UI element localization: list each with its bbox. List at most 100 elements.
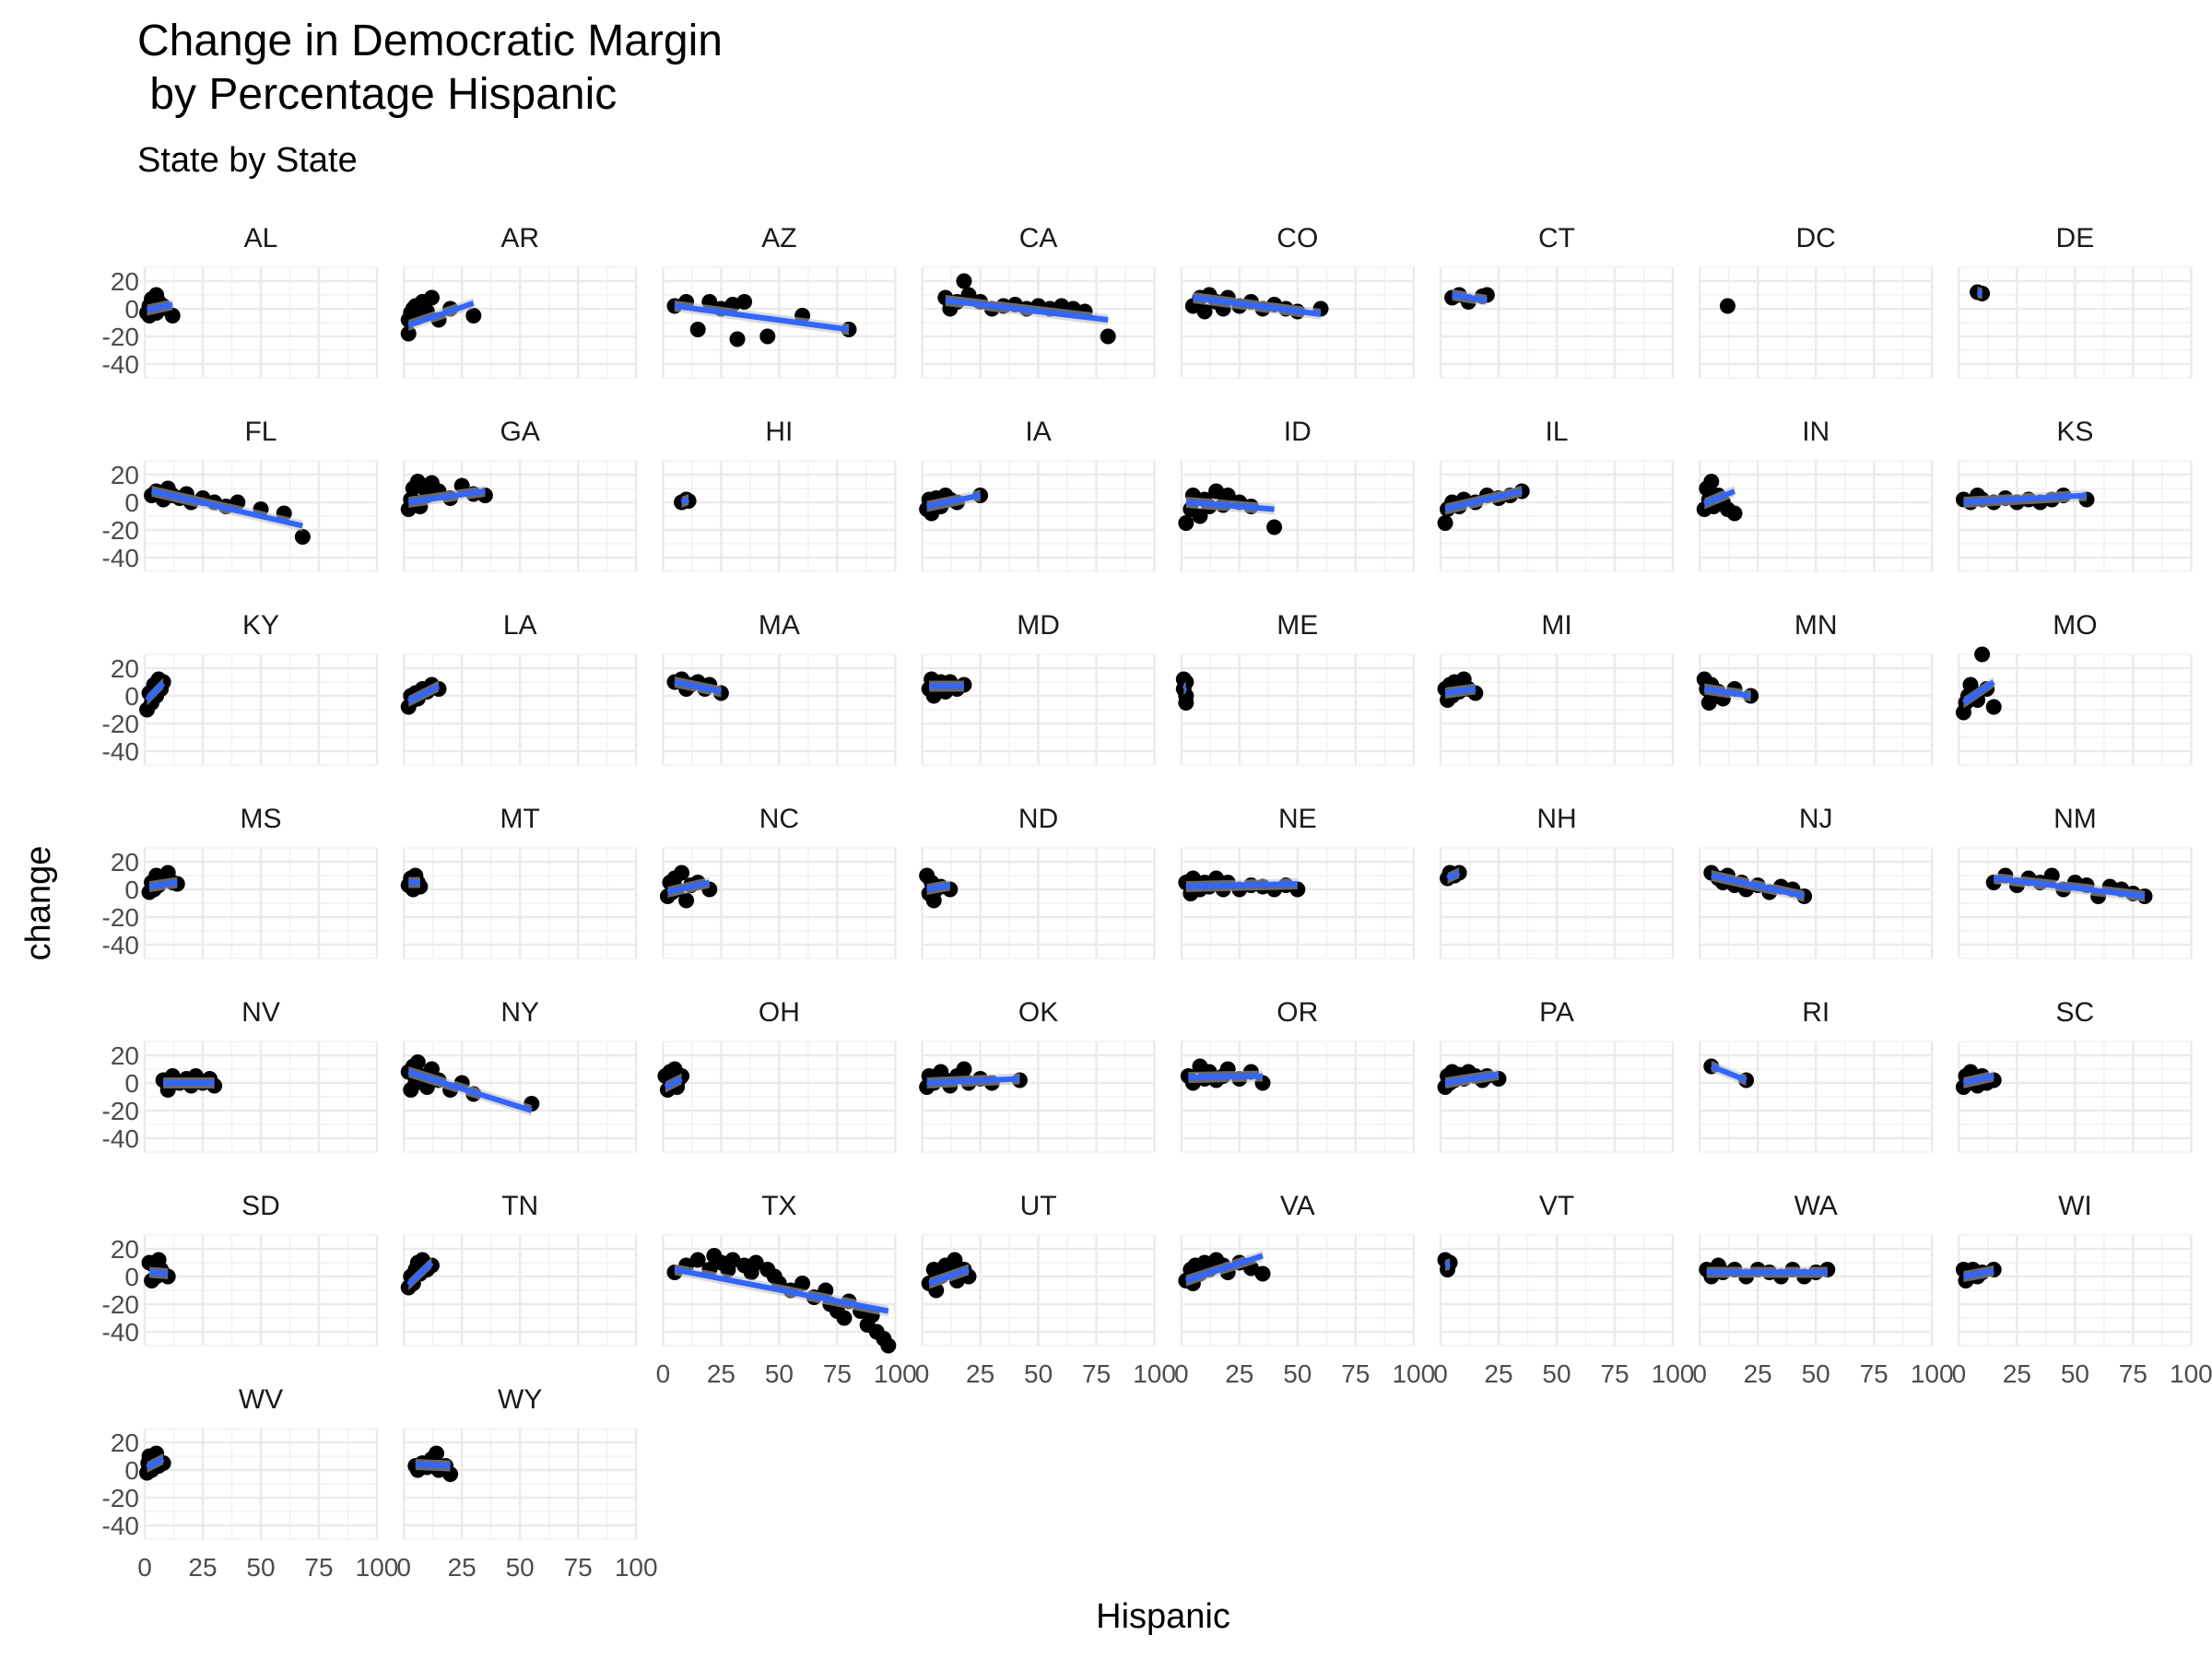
fit-line [407,488,486,505]
facet-panel-in: IN [1696,417,1934,572]
fit-line [146,301,173,313]
facet-strip-label: NJ [1799,804,1833,834]
x-tick-label: 100 [1911,1359,1954,1388]
facet-panel-sc: SC [1955,997,2193,1153]
facet-strip-label: WI [2058,1191,2092,1221]
y-tick-label: 0 [124,1456,139,1485]
fit-line [150,488,304,529]
facet-panel-md: MD [921,610,1156,766]
facet-panel-vt: VT 0 25 50 75 100 [1433,1191,1694,1388]
x-tick-label: 100 [874,1359,917,1388]
facet-strip-label: IA [1025,417,1051,447]
chart-title-line-2: by Percentage Hispanic [137,70,617,119]
y-tick-label: 20 [111,848,139,877]
y-tick-label: -20 [102,323,139,351]
x-tick-label: 25 [2003,1359,2031,1388]
facet-panel-pa: PA [1437,997,1675,1153]
facet-panel-ia: IA [919,417,1156,572]
facet-strip-label: FL [244,417,276,447]
facet-panel-la: LA [400,610,638,766]
y-tick-label: -40 [102,544,139,572]
facet-panel-ct: CT [1439,223,1675,379]
fit-line [406,683,441,704]
facet-strip-label: UT [1020,1191,1057,1221]
facet-panel-ky: KY 200-20-40 [102,610,379,766]
x-tick-label: 50 [506,1553,535,1582]
facet-strip-label: MD [1017,610,1060,641]
y-tick-label: -40 [102,1318,139,1347]
facet-panel-ar: AR [400,223,638,379]
facet-panel-nh: NH [1439,804,1675,959]
facet-panel-wi: WI 0 25 50 75 100 [1952,1191,2212,1388]
x-tick-label: 0 [656,1359,671,1388]
fit-line [1710,1064,1747,1083]
data-point [1219,488,1236,503]
facet-panel-hi: HI [662,417,897,572]
fit-line [1446,870,1461,881]
x-axis-title: Hispanic [1096,1597,1230,1636]
data-point [409,1054,426,1070]
x-tick-label: 75 [564,1553,593,1582]
facet-strip-label: AR [500,223,539,253]
facet-panel-id: ID [1178,417,1416,572]
data-point [1974,646,1991,663]
facet-strip-label: NE [1278,804,1317,834]
y-tick-label: -40 [102,931,139,959]
fit-line [666,879,711,895]
fit-line [674,303,850,333]
facet-strip-label: VT [1539,1191,1574,1221]
facet-panel-ks: KS [1955,417,2193,572]
facet-panel-wy: WY 0 25 50 75 100 [396,1384,657,1582]
fit-line [148,1269,169,1277]
facet-panel-mi: MI [1437,610,1675,766]
data-point [1703,474,1720,489]
facet-panel-tx: TX 0 25 50 75 100 [656,1191,917,1388]
facet-strip-label: IL [1545,417,1568,447]
facet-strip-label: NC [759,804,799,834]
x-tick-label: 100 [2170,1359,2212,1388]
fit-line [928,1266,970,1287]
facet-strip-label: LA [503,610,537,641]
facet-panel-ca: CA [921,223,1156,379]
y-tick-label: -20 [102,710,139,738]
facet-strip-label: DC [1796,223,1836,253]
data-point [1100,328,1116,345]
x-tick-label: 0 [1692,1359,1707,1388]
y-tick-label: 0 [124,1069,139,1098]
fit-line [1961,679,1995,705]
data-point [880,1337,897,1354]
x-tick-label: 75 [1860,1359,1888,1388]
data-point [956,273,972,289]
facet-strip-label: TX [761,1191,796,1221]
facet-strip-label: NH [1536,804,1576,834]
facet-strip-label: OR [1277,997,1318,1028]
facet-panel-ne: NE [1178,804,1416,959]
fit-line [1962,1073,1994,1086]
fit-line [1182,685,1188,692]
y-tick-label: -40 [102,1512,139,1540]
facet-strip-label: ND [1018,804,1058,834]
fit-line [1185,881,1298,889]
fit-line [406,1260,434,1288]
data-point [400,325,417,342]
facet-strip-label: GA [500,417,540,447]
facet-panel-fl: FL 200-20-40 [102,417,379,572]
y-tick-label: 20 [111,1235,139,1264]
fit-line [148,879,178,889]
facet-strip-label: AZ [761,223,796,253]
facet-strip-label: PA [1539,997,1574,1028]
facet-panel-il: IL [1437,417,1675,572]
fit-line [1193,295,1322,317]
x-tick-label: 25 [966,1359,994,1388]
data-point [794,1276,811,1291]
facet-strip-label: OH [759,997,800,1028]
x-tick-label: 0 [1433,1359,1448,1388]
facet-strip-label: SC [2056,997,2095,1028]
data-point [465,308,482,324]
facet-panel-sd: SD 200-20-40 [102,1191,379,1347]
fit-line [1962,1268,1994,1279]
facet-panel-tn: TN [400,1191,638,1347]
x-tick-label: 75 [1082,1359,1111,1388]
y-tick-label: 0 [124,295,139,324]
